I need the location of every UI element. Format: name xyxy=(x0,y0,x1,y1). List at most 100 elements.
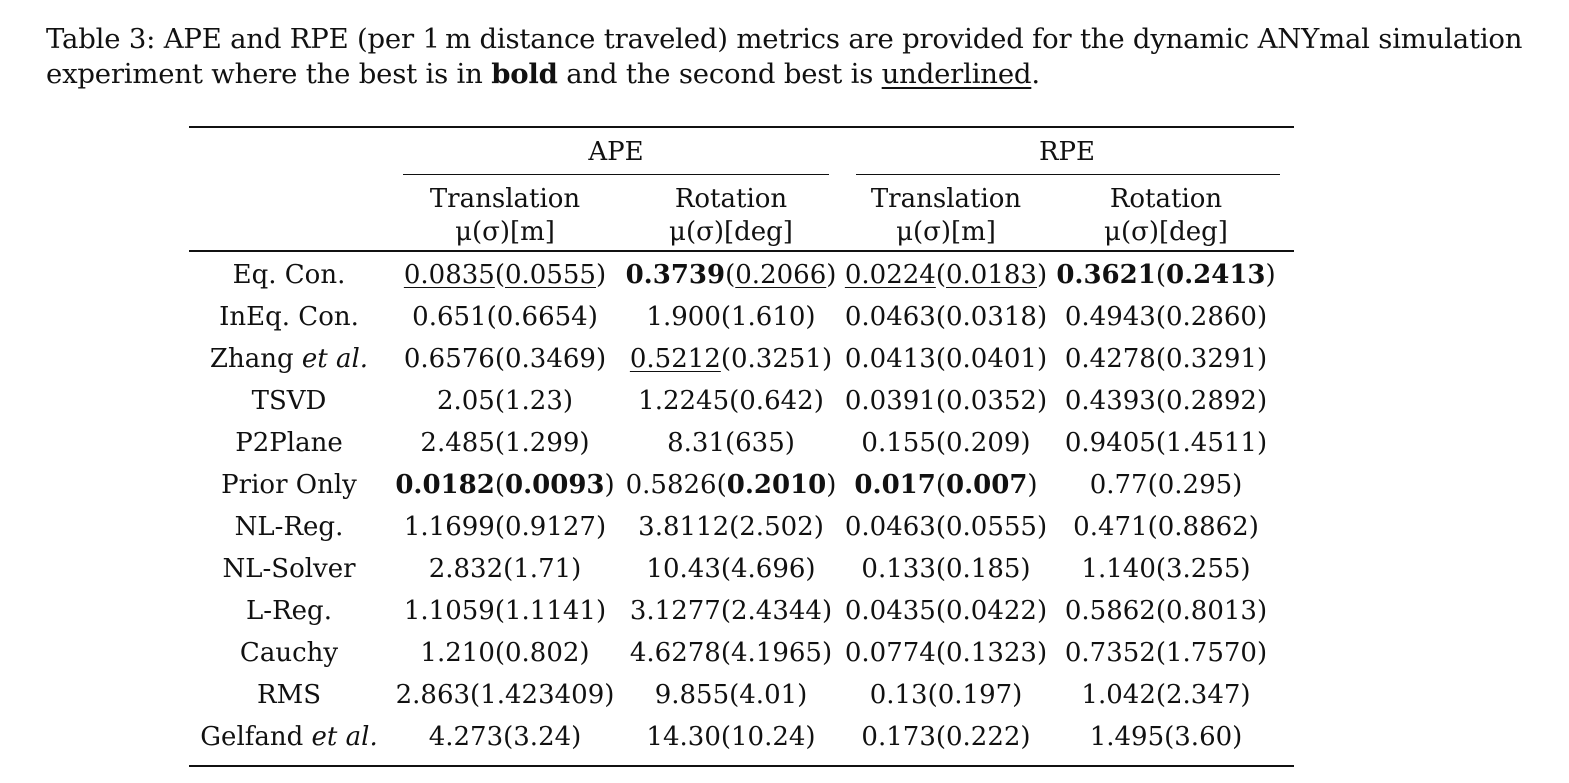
value-segment: 3.1277(2.4344) xyxy=(629,596,833,626)
col-unit-ape-translation: μ(σ)[m] xyxy=(455,217,555,247)
caption-text: APE and RPE (per 1 m distance traveled) … xyxy=(46,23,1523,90)
value-segment: 4.6278(4.1965) xyxy=(629,638,833,668)
method-name: InEq. Con. xyxy=(219,302,359,332)
bottom-rule xyxy=(189,765,1294,767)
method-name: Eq. Con. xyxy=(232,260,346,290)
value-segment: 9.855(4.01) xyxy=(654,680,808,710)
method-name: NL-Solver xyxy=(222,554,356,584)
value-cell: 0.9405(1.4511) xyxy=(1065,428,1267,458)
value-segment: 0.0774(0.1323) xyxy=(844,638,1048,668)
method-cell: NL-Reg. xyxy=(235,512,344,542)
table-caption: Table 3: APE and RPE (per 1 m distance t… xyxy=(46,22,1526,92)
value-segment: ( xyxy=(494,260,505,290)
method-cell: TSVD xyxy=(252,386,327,416)
rpe-cmidrule xyxy=(856,174,1280,175)
col-unit-ape-rotation: μ(σ)[deg] xyxy=(669,217,793,247)
value-cell: 0.6576(0.3469) xyxy=(404,344,606,374)
value-cell: 0.4393(0.2892) xyxy=(1065,386,1267,416)
value-segment: 0.5212 xyxy=(629,344,721,374)
value-segment: 1.210(0.802) xyxy=(420,638,590,668)
value-segment: ) xyxy=(1027,470,1038,500)
value-cell: 0.0463(0.0555) xyxy=(845,512,1047,542)
value-segment: 1.1059(1.1141) xyxy=(403,596,607,626)
value-segment: 1.2245(0.642) xyxy=(638,386,824,416)
value-cell: 0.0182(0.0093) xyxy=(395,470,614,500)
method-cell: Zhang et al. xyxy=(210,344,368,374)
value-cell: 0.0774(0.1323) xyxy=(845,638,1047,668)
value-cell: 2.832(1.71) xyxy=(429,554,582,584)
value-segment: 0.0182 xyxy=(395,470,495,500)
value-cell: 0.0391(0.0352) xyxy=(845,386,1047,416)
value-segment: 1.140(3.255) xyxy=(1081,554,1251,584)
value-cell: 0.155(0.209) xyxy=(861,428,1030,458)
value-cell: 4.6278(4.1965) xyxy=(630,638,832,668)
value-segment: 0.0183 xyxy=(946,260,1037,290)
value-segment: ) xyxy=(595,260,607,290)
method-name: TSVD xyxy=(251,386,327,416)
method-name: L-Reg. xyxy=(246,596,332,626)
value-segment: 0.0093 xyxy=(505,470,605,500)
value-segment: 0.133(0.185) xyxy=(861,554,1031,584)
value-cell: 1.042(2.347) xyxy=(1081,680,1250,710)
value-cell: 0.77(0.295) xyxy=(1090,470,1243,500)
value-cell: 0.0413(0.0401) xyxy=(845,344,1047,374)
value-segment: 0.13(0.197) xyxy=(869,680,1023,710)
value-segment: 0.6576(0.3469) xyxy=(403,344,607,374)
method-name: Prior Only xyxy=(221,470,357,500)
method-name: Cauchy xyxy=(239,638,339,668)
value-segment: 10.43(4.696) xyxy=(646,554,816,584)
value-cell: 3.8112(2.502) xyxy=(638,512,824,542)
value-segment: ( xyxy=(725,260,736,290)
method-name: NL-Reg. xyxy=(234,512,344,542)
method-cell: NL-Solver xyxy=(222,554,355,584)
value-segment: 0.2413 xyxy=(1166,260,1266,290)
value-segment: 0.2066 xyxy=(735,260,827,290)
value-cell: 0.5212(0.3251) xyxy=(630,344,832,374)
value-segment: 0.7352(1.7570) xyxy=(1064,638,1268,668)
method-cell: Cauchy xyxy=(240,638,338,668)
value-cell: 1.1699(0.9127) xyxy=(404,512,606,542)
col-header-rpe-rotation: Rotation xyxy=(1109,184,1223,214)
method-cell: Gelfand et al. xyxy=(200,722,377,752)
value-cell: 0.471(0.8862) xyxy=(1073,512,1259,542)
col-unit-rpe-rotation: μ(σ)[deg] xyxy=(1104,217,1228,247)
method-cell: Eq. Con. xyxy=(233,260,346,290)
value-segment: 0.155(0.209) xyxy=(861,428,1031,458)
value-segment: 0.173(0.222) xyxy=(861,722,1031,752)
ape-cmidrule xyxy=(403,174,829,175)
value-segment: 0.5862(0.8013) xyxy=(1064,596,1268,626)
value-segment: 1.900(1.610) xyxy=(646,302,816,332)
value-cell: 0.4278(0.3291) xyxy=(1065,344,1267,374)
value-cell: 0.0835(0.0555) xyxy=(404,260,606,290)
value-cell: 0.5826(0.2010) xyxy=(626,470,837,500)
value-segment: 2.832(1.71) xyxy=(428,554,582,584)
value-cell: 0.651(0.6654) xyxy=(412,302,598,332)
value-cell: 1.1059(1.1141) xyxy=(404,596,606,626)
value-segment: 0.0391(0.0352) xyxy=(844,386,1048,416)
value-segment: 0.0463(0.0318) xyxy=(844,302,1048,332)
value-segment: ) xyxy=(1265,260,1276,290)
value-segment: 0.77(0.295) xyxy=(1089,470,1243,500)
group-header-rpe: RPE xyxy=(1038,137,1096,167)
method-cell: Prior Only xyxy=(221,470,357,500)
method-name: Zhang xyxy=(209,344,294,374)
value-cell: 0.0224(0.0183) xyxy=(845,260,1047,290)
value-segment: 0.5826( xyxy=(625,470,727,500)
value-cell: 1.2245(0.642) xyxy=(638,386,824,416)
method-cell: P2Plane xyxy=(235,428,342,458)
caption-text-middle: and the second best is xyxy=(557,58,882,90)
value-segment: 8.31(635) xyxy=(667,428,795,458)
caption-underline-word: underlined xyxy=(881,58,1032,90)
value-segment: 0.0835 xyxy=(403,260,495,290)
value-segment: 0.4393(0.2892) xyxy=(1064,386,1268,416)
value-cell: 3.1277(2.4344) xyxy=(630,596,832,626)
method-cell: RMS xyxy=(257,680,321,710)
value-cell: 0.173(0.222) xyxy=(861,722,1030,752)
value-cell: 2.485(1.299) xyxy=(420,428,589,458)
value-cell: 0.0435(0.0422) xyxy=(845,596,1047,626)
value-segment: 1.1699(0.9127) xyxy=(403,512,607,542)
value-cell: 9.855(4.01) xyxy=(655,680,808,710)
value-segment: 0.4943(0.2860) xyxy=(1064,302,1268,332)
header-rule xyxy=(189,250,1294,252)
value-segment: ) xyxy=(1036,260,1048,290)
